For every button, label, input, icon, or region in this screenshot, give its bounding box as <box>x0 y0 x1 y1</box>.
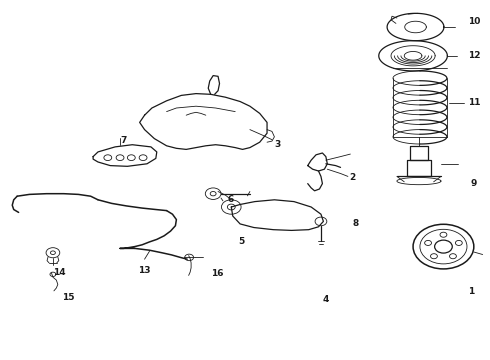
Circle shape <box>440 232 447 237</box>
Text: 4: 4 <box>322 295 329 305</box>
Text: 7: 7 <box>120 136 127 145</box>
Circle shape <box>455 240 462 246</box>
Text: 1: 1 <box>468 287 475 296</box>
Text: 14: 14 <box>53 269 66 277</box>
Text: 16: 16 <box>211 269 223 278</box>
Text: 13: 13 <box>138 266 151 275</box>
Text: 2: 2 <box>349 173 355 182</box>
Text: 9: 9 <box>470 179 477 188</box>
Text: 6: 6 <box>228 195 234 204</box>
Text: 15: 15 <box>62 292 75 302</box>
Text: 12: 12 <box>468 51 481 60</box>
Circle shape <box>431 254 438 259</box>
Text: 11: 11 <box>468 98 481 107</box>
Circle shape <box>449 254 456 259</box>
Text: 8: 8 <box>353 219 359 228</box>
Text: 3: 3 <box>274 140 281 149</box>
Text: 5: 5 <box>238 237 244 246</box>
Circle shape <box>425 240 432 246</box>
Text: 10: 10 <box>468 17 480 26</box>
